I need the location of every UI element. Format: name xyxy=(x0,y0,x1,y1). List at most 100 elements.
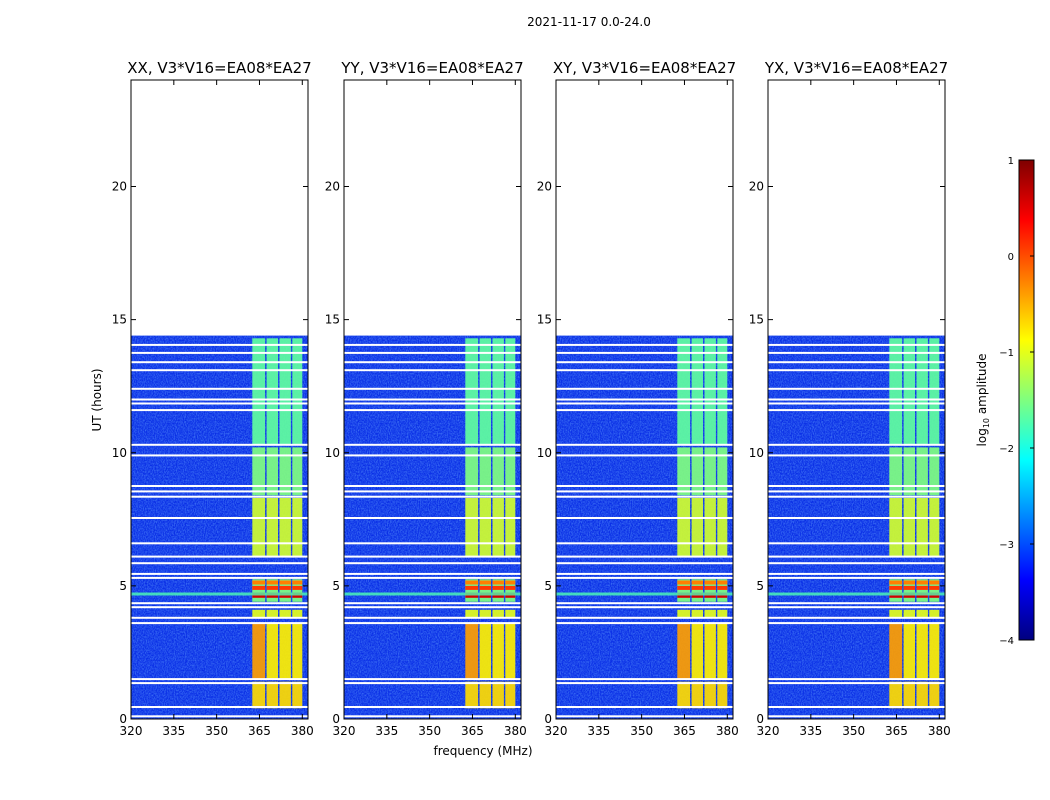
channel-block xyxy=(677,447,691,496)
colorbar-tick-label: −4 xyxy=(999,636,1014,647)
strong-emission-cell xyxy=(492,580,504,585)
channel-block xyxy=(903,447,915,496)
flagged-row xyxy=(131,495,308,498)
broadband-line xyxy=(344,592,521,596)
flagged-row xyxy=(768,369,945,372)
y-tick-label: 0 xyxy=(756,712,764,726)
flagged-row xyxy=(768,682,945,685)
flagged-row xyxy=(344,602,521,605)
flagged-row xyxy=(344,622,521,625)
colorbar-gradient xyxy=(1018,159,1035,641)
strong-emission-cell xyxy=(704,580,716,585)
channel-block xyxy=(916,681,928,709)
flagged-row xyxy=(768,576,945,579)
strong-emission-cell xyxy=(677,580,691,585)
channel-block xyxy=(903,498,915,557)
channel-block xyxy=(479,681,491,709)
strong-emission-cell xyxy=(929,580,940,585)
channel-block xyxy=(279,579,291,602)
flagged-row xyxy=(344,485,521,487)
flagged-row xyxy=(556,682,733,685)
flagged-row xyxy=(556,555,733,558)
channel-block xyxy=(292,681,303,709)
flagged-row xyxy=(131,398,308,401)
colorbar-ticks: 1 0 −1 −2 −3 −4 xyxy=(999,156,1034,647)
x-tick-label: 380 xyxy=(928,724,951,738)
channel-block xyxy=(492,447,504,496)
strong-emission-cell xyxy=(704,585,716,590)
panel-1: XX, V3*V16=EA08*EA27 320 335 350 365 380 0 5 10 1… xyxy=(112,59,314,738)
channel-block xyxy=(252,609,266,618)
strong-emission-cell xyxy=(903,580,915,585)
channel-block xyxy=(704,609,716,618)
channel-block xyxy=(479,579,491,602)
flagged-row xyxy=(556,369,733,372)
flagged-row xyxy=(344,606,521,609)
channel-block xyxy=(266,498,278,557)
strong-emission-cell xyxy=(266,585,278,590)
flagged-row xyxy=(556,562,733,565)
flagged-row xyxy=(131,715,308,718)
strong-emission-cell xyxy=(479,585,491,590)
y-tick-label: 10 xyxy=(537,446,552,460)
channel-block xyxy=(505,681,516,709)
strong-emission-cell xyxy=(505,585,516,590)
flagged-row xyxy=(556,361,733,364)
strong-emission-cell xyxy=(279,585,291,590)
x-tick-label: 380 xyxy=(504,724,527,738)
y-tick-label: 5 xyxy=(332,579,340,593)
channel-block xyxy=(252,447,266,496)
flagged-row xyxy=(556,409,733,412)
channel-block xyxy=(929,498,940,557)
y-axis-label: UT (hours) xyxy=(90,368,104,431)
flagged-row xyxy=(768,562,945,565)
panel-2: YY, V3*V16=EA08*EA27 320 335 350 365 380 0 5 10 1… xyxy=(325,59,527,738)
y-tick-label: 20 xyxy=(325,180,340,194)
channel-block xyxy=(916,579,928,602)
channel-block xyxy=(279,681,291,709)
strong-emission-cell xyxy=(479,580,491,585)
flagged-row xyxy=(768,443,945,446)
channel-block xyxy=(691,498,703,557)
strong-emission-cell xyxy=(279,580,291,585)
strong-emission-cell xyxy=(916,580,928,585)
flagged-row xyxy=(344,490,521,493)
channel-block xyxy=(266,338,278,445)
y-tick-label: 15 xyxy=(749,313,764,327)
strong-emission-cell xyxy=(929,585,940,590)
channel-block xyxy=(704,447,716,496)
flagged-row xyxy=(344,443,521,446)
flagged-row xyxy=(344,387,521,390)
y-tick-label: 20 xyxy=(749,180,764,194)
y-tick-label: 0 xyxy=(119,712,127,726)
flagged-row xyxy=(131,602,308,605)
channel-block xyxy=(479,447,491,496)
channel-block xyxy=(677,609,691,618)
flagged-row xyxy=(344,678,521,681)
channel-block xyxy=(266,609,278,618)
flagged-row xyxy=(556,490,733,493)
channel-block xyxy=(929,338,940,445)
channel-block xyxy=(465,623,479,679)
broadband-line xyxy=(131,592,308,596)
channel-block xyxy=(492,498,504,557)
strong-emission-cell xyxy=(691,580,703,585)
flagged-row xyxy=(556,715,733,718)
y-tick-label: 20 xyxy=(537,180,552,194)
flagged-row xyxy=(556,576,733,579)
channel-block xyxy=(465,338,479,445)
strong-emission-cell xyxy=(691,585,703,590)
flagged-row xyxy=(556,706,733,708)
x-tick-label: 350 xyxy=(205,724,228,738)
strong-emission-cell xyxy=(292,585,303,590)
colorbar-tick-label: −1 xyxy=(999,348,1014,359)
flagged-row xyxy=(556,343,733,346)
strong-emission-cell xyxy=(717,585,728,590)
panel-title: YY, V3*V16=EA08*EA27 xyxy=(340,59,523,77)
flagged-row xyxy=(344,562,521,565)
strong-emission-cell xyxy=(916,585,928,590)
channel-block xyxy=(889,681,903,709)
flagged-row xyxy=(131,572,308,575)
strong-emission-cell xyxy=(677,585,691,590)
